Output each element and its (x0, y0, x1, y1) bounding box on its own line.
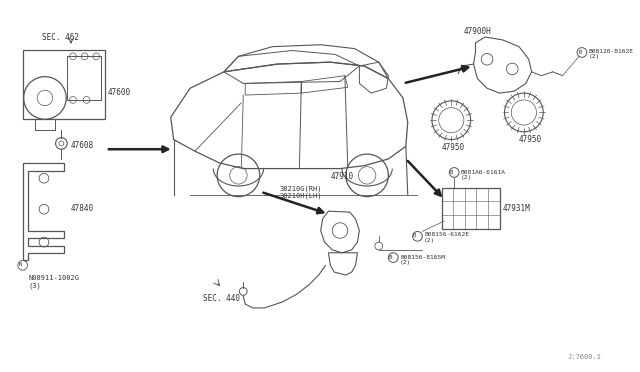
Text: SEC. 440: SEC. 440 (203, 294, 239, 303)
Text: 47950: 47950 (519, 135, 542, 144)
Text: 47931M: 47931M (502, 204, 531, 214)
Text: 47608: 47608 (71, 141, 94, 150)
Text: N: N (18, 262, 21, 267)
Text: B: B (413, 233, 416, 238)
Text: 47600: 47600 (108, 88, 131, 97)
Text: 38210G(RH)
38210H(LH): 38210G(RH) 38210H(LH) (280, 185, 323, 199)
Text: B08156-6162E
(2): B08156-6162E (2) (424, 232, 469, 243)
Text: J:7600.1: J:7600.1 (567, 355, 601, 360)
Text: B08120-8162E
(2): B08120-8162E (2) (589, 49, 634, 60)
Text: B08156-8165M
(2): B08156-8165M (2) (400, 255, 445, 266)
Text: B: B (450, 170, 453, 174)
Text: B081A6-6161A
(2): B081A6-6161A (2) (461, 170, 506, 180)
Text: 47910: 47910 (330, 173, 353, 182)
Text: SEC. 462: SEC. 462 (42, 33, 79, 42)
Text: 47900H: 47900H (464, 27, 492, 36)
Text: 47950: 47950 (442, 144, 465, 153)
Text: N08911-1002G
(3): N08911-1002G (3) (29, 275, 79, 289)
Text: B: B (579, 49, 582, 55)
Text: B: B (388, 255, 392, 260)
Text: 47840: 47840 (71, 204, 94, 214)
